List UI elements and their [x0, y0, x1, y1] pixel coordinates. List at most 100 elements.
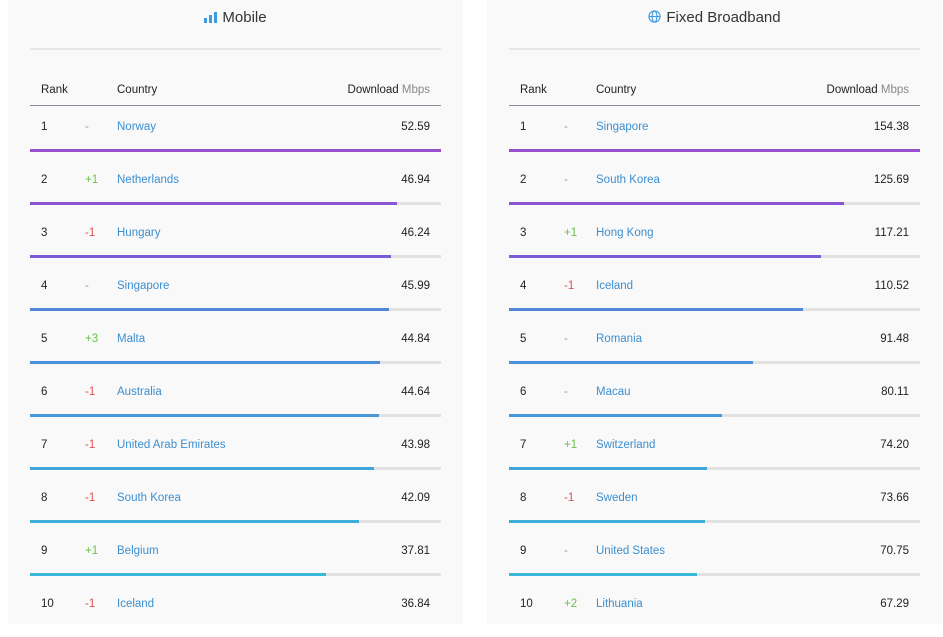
speed-bar-track — [509, 255, 920, 258]
rank-change: -1 — [85, 598, 96, 610]
speed-bar-track — [509, 414, 920, 417]
speed-bar — [30, 202, 397, 205]
country-link[interactable]: Hong Kong — [596, 227, 654, 239]
country-link[interactable]: Singapore — [596, 121, 649, 133]
speed-bar — [30, 255, 392, 258]
rank: 5 — [520, 333, 527, 345]
globe-icon — [648, 9, 666, 26]
table-row: 5 - Romania 91.48 — [509, 319, 920, 372]
download-value: 80.11 — [881, 386, 909, 398]
speed-bar-track — [509, 467, 920, 470]
speed-bar — [509, 467, 707, 470]
rank: 7 — [520, 439, 527, 451]
rank-change: +3 — [85, 333, 99, 345]
speed-bar — [30, 573, 326, 576]
download-value: 74.20 — [880, 439, 909, 451]
rank: 1 — [41, 121, 48, 133]
country-link[interactable]: Macau — [596, 386, 631, 398]
country-link[interactable]: Sweden — [596, 492, 638, 504]
speed-bar-track — [509, 520, 920, 523]
country-link[interactable]: Belgium — [117, 545, 159, 557]
table-row: 1 - Singapore 154.38 — [509, 107, 920, 160]
country-header: Country — [596, 84, 637, 96]
speed-bar — [30, 149, 441, 152]
country-link[interactable]: Lithuania — [596, 598, 643, 610]
rank: 9 — [520, 545, 527, 557]
speed-bar-track — [30, 520, 441, 523]
panel-title: Mobile — [8, 9, 463, 26]
rank: 2 — [520, 174, 527, 186]
speed-bar — [509, 149, 920, 152]
country-link[interactable]: Singapore — [117, 280, 170, 292]
table-row: 3 +1 Hong Kong 117.21 — [509, 213, 920, 266]
country-link[interactable]: Romania — [596, 333, 643, 345]
download-value: 70.75 — [880, 545, 909, 557]
speed-bar-track — [509, 308, 920, 311]
rank-change: +1 — [85, 174, 99, 186]
rank: 5 — [41, 333, 48, 345]
speed-bar-track — [30, 308, 441, 311]
country-link[interactable]: United Arab Emirates — [117, 439, 226, 451]
table-row: 6 -1 Australia 44.64 — [30, 372, 441, 425]
download-value: 45.99 — [401, 280, 430, 292]
speed-bar — [30, 414, 379, 417]
table-row: 2 +1 Netherlands 46.94 — [30, 160, 441, 213]
speed-bar — [30, 308, 390, 311]
country-link[interactable]: Hungary — [117, 227, 161, 239]
rank-header: Rank — [520, 84, 547, 96]
table-row: 7 +1 Switzerland 74.20 — [509, 425, 920, 478]
rank-change: -1 — [564, 492, 575, 504]
rank: 6 — [520, 386, 527, 398]
rank-change: +1 — [564, 439, 578, 451]
speed-bar — [509, 255, 822, 258]
table-row: 9 - United States 70.75 — [509, 531, 920, 584]
rank-change: +1 — [564, 227, 578, 239]
rank-change: - — [85, 121, 89, 133]
download-value: 110.52 — [874, 280, 909, 292]
rank: 2 — [41, 174, 48, 186]
country-link[interactable]: Australia — [117, 386, 162, 398]
speed-bar — [30, 361, 381, 364]
country-link[interactable]: United States — [596, 545, 666, 557]
table-row: 9 +1 Belgium 37.81 — [30, 531, 441, 584]
country-link[interactable]: South Korea — [596, 174, 660, 186]
divider — [509, 48, 920, 50]
rank: 4 — [41, 280, 48, 292]
rank: 10 — [41, 598, 54, 610]
country-link[interactable]: Malta — [117, 333, 146, 345]
country-link[interactable]: Netherlands — [117, 174, 180, 186]
rank-change: -1 — [85, 492, 96, 504]
speed-bar-track — [509, 573, 920, 576]
country-link[interactable]: South Korea — [117, 492, 181, 504]
speed-bar-track — [30, 202, 441, 205]
table-row: 7 -1 United Arab Emirates 43.98 — [30, 425, 441, 478]
panel-title: Fixed Broadband — [487, 9, 942, 26]
rank-change: +2 — [564, 598, 578, 610]
rank-change: -1 — [85, 439, 96, 451]
speed-bar — [30, 467, 374, 470]
download-value: 117.21 — [874, 227, 909, 239]
rank-change: +1 — [85, 545, 99, 557]
country-link[interactable]: Iceland — [596, 280, 634, 292]
rank: 8 — [41, 492, 48, 504]
speed-bar-track — [30, 467, 441, 470]
table-row: 3 -1 Hungary 46.24 — [30, 213, 441, 266]
table-row: 1 - Norway 52.59 — [30, 107, 441, 160]
speed-bar-track — [509, 361, 920, 364]
rank: 6 — [41, 386, 48, 398]
rank: 3 — [520, 227, 527, 239]
download-value: 36.84 — [401, 598, 430, 610]
speed-bar — [509, 414, 723, 417]
country-link[interactable]: Norway — [117, 121, 156, 133]
download-value: 42.09 — [401, 492, 430, 504]
table-header: Rank Country Download Mbps — [30, 84, 441, 106]
rank: 9 — [41, 545, 48, 557]
download-value: 91.48 — [880, 333, 909, 345]
rank-change: -1 — [564, 280, 575, 292]
country-link[interactable]: Iceland — [117, 598, 155, 610]
download-value: 46.94 — [401, 174, 430, 186]
speed-bar-track — [30, 361, 441, 364]
country-link[interactable]: Switzerland — [596, 439, 656, 451]
table-row: 10 -1 Iceland 36.84 — [30, 584, 441, 637]
table-row: 10 +2 Lithuania 67.29 — [509, 584, 920, 637]
